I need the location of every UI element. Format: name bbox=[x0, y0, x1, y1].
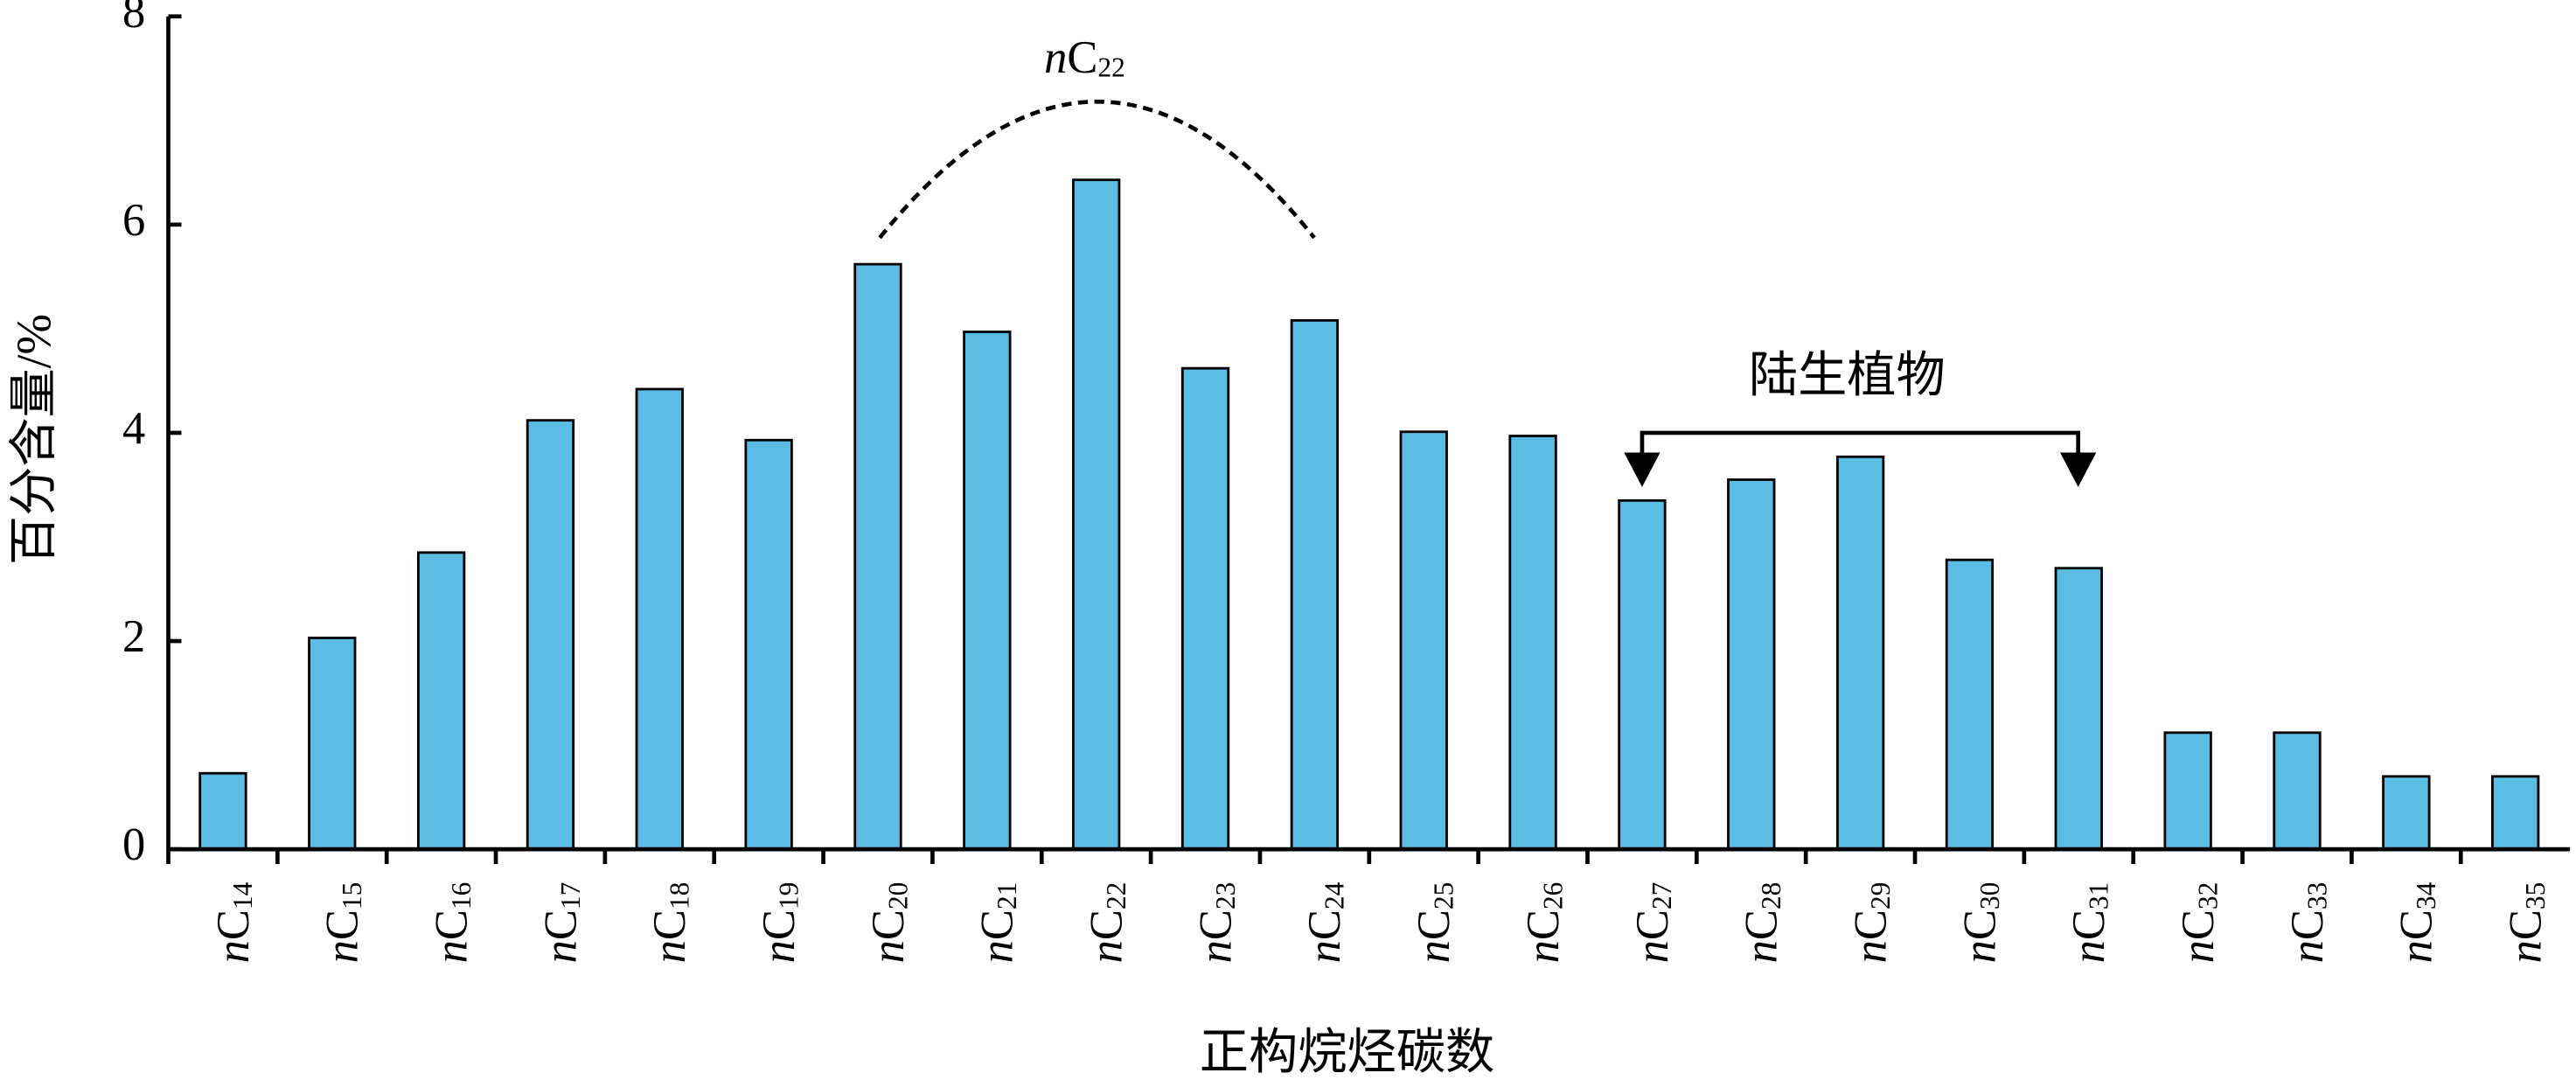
y-tick-label: 4 bbox=[122, 403, 145, 454]
bar bbox=[2163, 731, 2212, 851]
annotation: 陆生植物 bbox=[1749, 349, 1946, 403]
x-tick-label: nC32 bbox=[2173, 882, 2224, 964]
y-tick-label: 8 bbox=[122, 0, 145, 38]
x-tick-label: nC29 bbox=[1846, 882, 1897, 964]
x-tick-label: nC19 bbox=[754, 882, 804, 964]
x-tick-label: nC26 bbox=[1518, 882, 1569, 964]
bracket bbox=[1640, 430, 2081, 459]
peak-arc bbox=[878, 100, 1316, 240]
bar bbox=[1072, 178, 1121, 851]
x-tick-label: nC15 bbox=[317, 882, 368, 964]
bar bbox=[2273, 731, 2322, 851]
y-tick-label: 2 bbox=[122, 611, 145, 662]
x-tick-label: nC35 bbox=[2501, 882, 2552, 964]
x-tick-label: nC20 bbox=[863, 882, 914, 964]
x-tick-label: nC31 bbox=[2064, 882, 2114, 964]
bar bbox=[1508, 435, 1557, 851]
bar bbox=[198, 771, 247, 851]
bar bbox=[2491, 775, 2540, 851]
x-tick-label: nC16 bbox=[427, 882, 477, 964]
bar bbox=[526, 419, 575, 851]
annotation: nC22 bbox=[1044, 32, 1125, 83]
x-tick-label: nC17 bbox=[535, 882, 586, 964]
bar bbox=[2054, 567, 2103, 851]
bar bbox=[1290, 318, 1340, 851]
x-tick-label: nC24 bbox=[1299, 881, 1350, 963]
x-tick-label: nC14 bbox=[208, 881, 259, 963]
y-tick-label: 6 bbox=[122, 195, 145, 246]
y-tick-label: 0 bbox=[122, 819, 145, 870]
bar bbox=[1945, 558, 1995, 851]
bar bbox=[1727, 478, 1776, 851]
x-tick-label: nC21 bbox=[972, 882, 1023, 964]
bar bbox=[853, 262, 902, 851]
x-tick-label: nC30 bbox=[1954, 882, 2005, 964]
bar bbox=[963, 331, 1012, 851]
y-axis-label: 百分含量/% bbox=[7, 314, 61, 565]
x-tick-label: nC18 bbox=[644, 882, 695, 964]
x-tick-label: nC34 bbox=[2392, 881, 2442, 963]
bar bbox=[1180, 366, 1230, 851]
bar bbox=[744, 438, 793, 851]
x-axis-label: 正构烷烃碳数 bbox=[1200, 1026, 1494, 1080]
x-tick-label: nC25 bbox=[1409, 882, 1459, 964]
bar bbox=[635, 387, 684, 851]
bar bbox=[1618, 498, 1667, 851]
x-tick-label: nC27 bbox=[1627, 882, 1678, 964]
bar bbox=[1835, 455, 1885, 851]
x-tick-label: nC28 bbox=[1737, 882, 1787, 964]
x-tick-label: nC33 bbox=[2282, 882, 2333, 964]
x-tick-label: nC23 bbox=[1190, 882, 1241, 964]
bar bbox=[2382, 775, 2431, 851]
bar bbox=[1399, 430, 1448, 851]
bar bbox=[416, 551, 466, 851]
bar bbox=[308, 637, 357, 851]
x-tick-label: nC22 bbox=[1082, 882, 1132, 964]
